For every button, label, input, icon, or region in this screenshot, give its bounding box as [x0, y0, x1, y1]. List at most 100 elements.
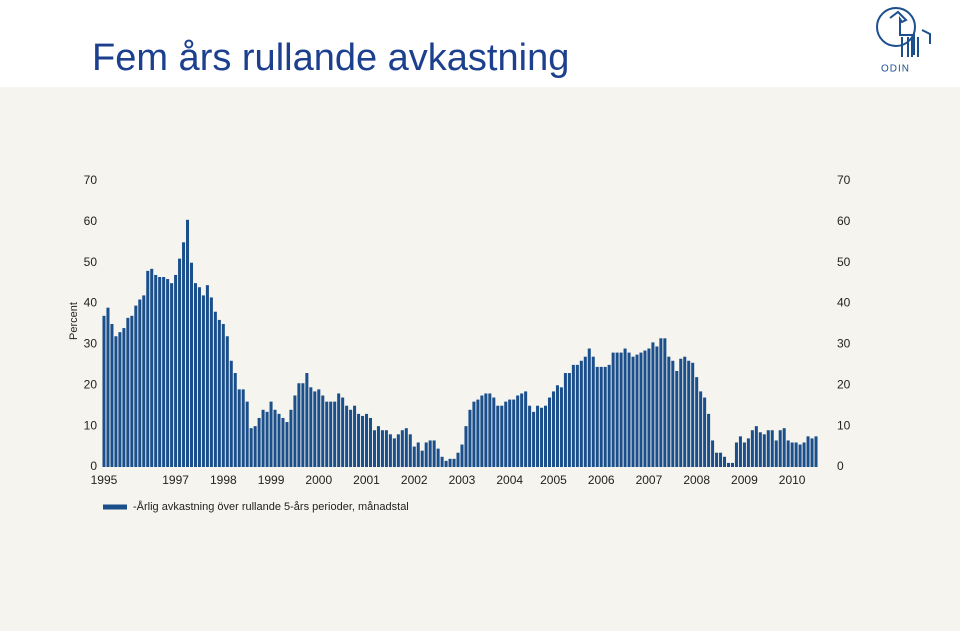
bar	[627, 352, 631, 467]
bar	[611, 352, 615, 467]
bar	[460, 444, 464, 467]
bar	[746, 438, 750, 467]
bar	[166, 279, 170, 467]
y-tick-label: 10	[84, 418, 98, 432]
bar	[237, 389, 241, 467]
slide-title: Fem års rullande avkastning	[92, 37, 569, 79]
bar	[321, 395, 325, 467]
bar	[388, 434, 392, 467]
x-tick-label: 2007	[636, 473, 663, 487]
bar	[293, 395, 297, 467]
bar	[361, 415, 365, 467]
y-tick-label: 50	[84, 255, 98, 269]
bar	[802, 442, 806, 467]
bar	[317, 389, 321, 467]
bar	[687, 360, 691, 467]
y-axis-label: Percent	[68, 302, 80, 340]
bar	[372, 430, 376, 467]
bar	[715, 452, 719, 467]
bar	[671, 360, 675, 467]
bar	[496, 405, 500, 467]
bar	[174, 274, 178, 467]
bar	[134, 305, 138, 467]
bar	[508, 399, 512, 467]
bar	[504, 401, 508, 467]
bar	[452, 458, 456, 467]
bar	[178, 258, 182, 467]
x-tick-label: 2003	[449, 473, 476, 487]
legend-swatch	[103, 504, 127, 510]
bar	[555, 385, 559, 467]
bar	[524, 391, 528, 467]
y2-tick-label: 0	[837, 459, 844, 473]
bar	[484, 393, 488, 467]
bar	[189, 262, 194, 467]
bar	[289, 409, 293, 467]
bar	[273, 409, 277, 467]
bar	[357, 413, 361, 467]
bar	[197, 287, 201, 467]
bar	[440, 456, 444, 467]
bar	[635, 354, 639, 467]
bar	[106, 307, 110, 467]
bar	[297, 383, 301, 467]
bar	[516, 395, 520, 467]
bar	[261, 409, 265, 467]
bar	[532, 411, 536, 467]
logo-text: ODIN	[881, 64, 910, 75]
x-tick-label: 2009	[731, 473, 758, 487]
bar	[384, 430, 388, 467]
bar	[146, 270, 150, 467]
bar	[520, 393, 524, 467]
bar	[810, 438, 814, 467]
bar	[786, 440, 790, 467]
bar	[766, 430, 770, 467]
x-tick-label: 1999	[258, 473, 285, 487]
bar	[790, 442, 794, 467]
bar	[464, 426, 468, 467]
bar	[126, 317, 130, 467]
bar	[703, 397, 707, 467]
bar	[201, 295, 205, 467]
bar	[679, 358, 683, 467]
bar	[341, 397, 345, 467]
bar	[118, 332, 122, 467]
bar	[762, 434, 766, 467]
x-tick-label: 1998	[210, 473, 237, 487]
y-tick-label: 70	[84, 173, 98, 187]
bar	[559, 387, 563, 467]
bar	[655, 346, 659, 467]
bar	[305, 373, 309, 467]
bar	[122, 328, 126, 467]
y-tick-label: 0	[90, 459, 97, 473]
bar	[333, 401, 337, 467]
bar	[428, 440, 432, 467]
bar	[432, 440, 436, 467]
bar	[110, 324, 114, 467]
bar	[138, 299, 142, 467]
bar	[376, 426, 380, 467]
bar	[738, 436, 742, 467]
bar	[269, 401, 273, 467]
bar	[400, 430, 404, 467]
y2-tick-label: 30	[837, 337, 851, 351]
bar	[659, 338, 663, 467]
bar	[623, 348, 627, 467]
bar	[154, 274, 158, 467]
y2-tick-label: 60	[837, 214, 851, 228]
bar	[150, 268, 154, 467]
bar	[667, 356, 671, 467]
bar	[782, 428, 786, 467]
bar	[349, 409, 353, 467]
bar	[337, 393, 341, 467]
bar	[758, 432, 762, 467]
bar	[540, 407, 544, 467]
bar	[380, 430, 384, 467]
bar	[492, 397, 496, 467]
bar	[794, 442, 798, 467]
bar	[691, 362, 695, 467]
bar	[512, 399, 516, 467]
bar	[142, 295, 146, 467]
bar	[186, 219, 190, 467]
bar	[257, 417, 261, 467]
